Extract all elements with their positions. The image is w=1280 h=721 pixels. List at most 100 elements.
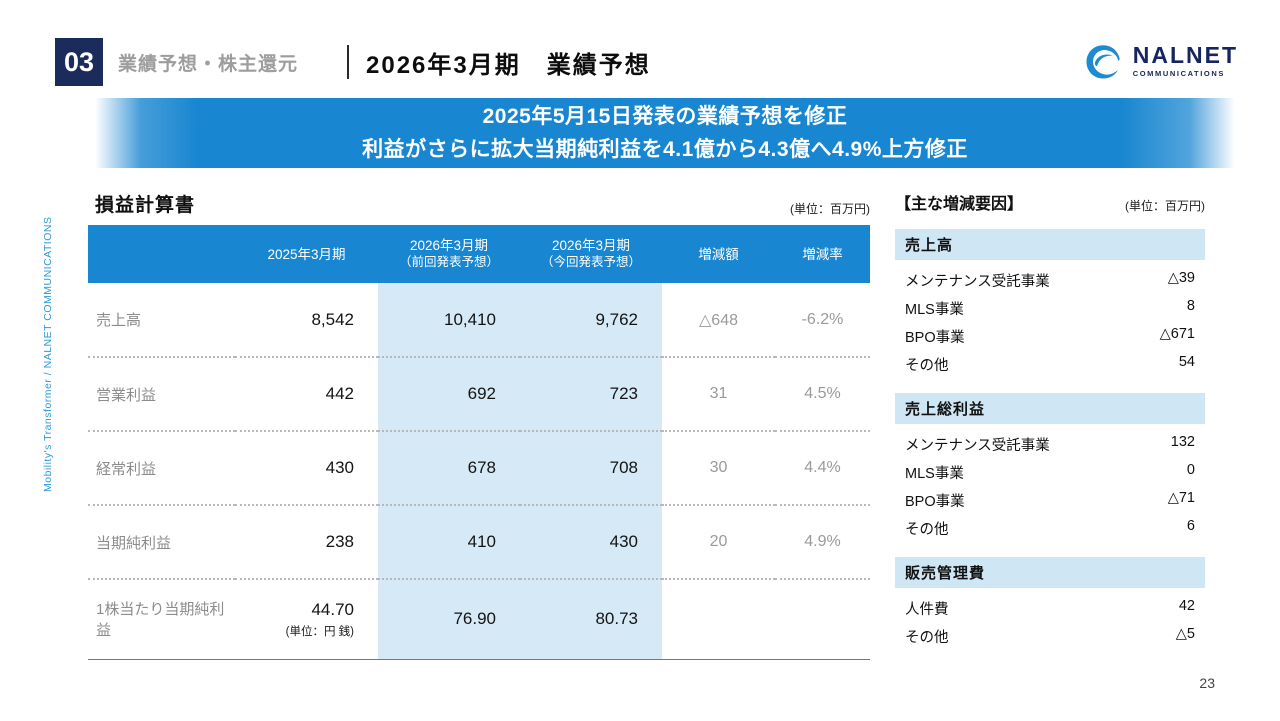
factors-unit: (単位：百万円) bbox=[1125, 199, 1205, 213]
row-label: 営業利益 bbox=[96, 386, 157, 404]
banner-line-2: 利益がさらに拡大当期純利益を4.1億から4.3億へ4.9%上方修正 bbox=[362, 138, 968, 161]
col-header-current-forecast: 2026年3月期 （今回発表予想） bbox=[520, 225, 662, 283]
factor-label: その他 bbox=[905, 357, 949, 374]
factor-item: 人件費 42 bbox=[895, 594, 1205, 622]
table-row-net-profit: 当期純利益 238 410 430 20 4.9% bbox=[88, 505, 870, 579]
col-header-empty bbox=[88, 225, 235, 283]
factor-value: 6 bbox=[1186, 517, 1195, 534]
rate-cell: 4.4% bbox=[804, 459, 841, 476]
col-header-rate: 増減率 bbox=[775, 225, 870, 283]
diff-cell bbox=[662, 579, 775, 659]
factor-label: その他 bbox=[905, 629, 949, 646]
table-row-sales: 売上高 8,542 10,410 9,762 △648 -6.2% bbox=[88, 283, 870, 357]
side-vertical-text: Mobility's Transformer / NALNET COMMUNIC… bbox=[42, 216, 54, 492]
value-cell: 692 bbox=[378, 357, 520, 431]
income-statement-unit: (単位：百万円) bbox=[790, 202, 870, 216]
section-number-badge: 03 bbox=[55, 38, 103, 86]
value-cell: 410 bbox=[378, 505, 520, 579]
factor-label: メンテナンス受託事業 bbox=[905, 437, 1050, 454]
table-row-ordinary-profit: 経常利益 430 678 708 30 4.4% bbox=[88, 431, 870, 505]
logo-name: NALNET bbox=[1132, 42, 1238, 69]
factor-item: BPO事業 △671 bbox=[895, 322, 1205, 350]
diff-cell: 20 bbox=[709, 533, 728, 550]
header-divider bbox=[347, 45, 349, 79]
value-cell: 9,762 bbox=[520, 283, 662, 357]
factor-label: BPO事業 bbox=[905, 329, 965, 346]
factor-value: 0 bbox=[1186, 461, 1195, 478]
factor-item: その他 6 bbox=[895, 514, 1205, 542]
factor-label: MLS事業 bbox=[905, 465, 964, 482]
rate-cell bbox=[775, 579, 870, 659]
factor-value: △71 bbox=[1167, 489, 1195, 506]
value-cell: 8,542 bbox=[311, 309, 354, 329]
factor-value: 54 bbox=[1178, 353, 1195, 370]
factor-items: 人件費 42 その他 △5 bbox=[895, 588, 1205, 650]
page-title: 2026年3月期 業績予想 bbox=[366, 51, 651, 79]
col-header-fy2025: 2025年3月期 bbox=[235, 225, 378, 283]
value-cell: 10,410 bbox=[378, 283, 520, 357]
value-cell: 76.90 bbox=[378, 579, 520, 659]
row-label: 売上高 bbox=[96, 312, 142, 329]
value-cell: 238 bbox=[325, 532, 354, 551]
factor-item: メンテナンス受託事業 132 bbox=[895, 430, 1205, 458]
income-statement-table: 2025年3月期 2026年3月期 （前回発表予想） 2026年3月期 （今回発… bbox=[88, 225, 870, 660]
factor-items: メンテナンス受託事業 132 MLS事業 0 BPO事業 △71 その他 6 bbox=[895, 424, 1205, 542]
factor-value: 8 bbox=[1186, 297, 1195, 314]
rate-cell: 4.5% bbox=[804, 385, 841, 402]
section-label: 業績予想・株主還元 bbox=[118, 53, 299, 75]
page-number: 23 bbox=[1199, 675, 1215, 691]
value-cell: 80.73 bbox=[520, 579, 662, 659]
value-cell: 442 bbox=[325, 384, 354, 403]
value-cell: 678 bbox=[378, 431, 520, 505]
col-header-line1: 2026年3月期 bbox=[551, 238, 631, 253]
value-cell: 430 bbox=[325, 458, 354, 477]
rate-cell: 4.9% bbox=[804, 533, 841, 550]
company-logo: NALNET COMMUNICATIONS bbox=[1083, 40, 1238, 82]
col-header-line2: （前回発表予想） bbox=[398, 255, 499, 269]
income-statement-section: 損益計算書 (単位：百万円) 2025年3月期 2026年3月期 （前回発表予想… bbox=[88, 190, 870, 660]
factor-section-heading-sales: 売上高 bbox=[895, 229, 1205, 260]
factor-value: 42 bbox=[1178, 597, 1195, 614]
factors-panel: 【主な増減要因】 (単位：百万円) 売上高 メンテナンス受託事業 △39 MLS… bbox=[895, 190, 1205, 650]
row-label: 経常利益 bbox=[96, 460, 157, 478]
factor-value: 132 bbox=[1170, 433, 1195, 450]
income-statement-header: 損益計算書 (単位：百万円) bbox=[88, 190, 870, 217]
factors-title: 【主な増減要因】 bbox=[895, 196, 1024, 213]
factor-value: △39 bbox=[1167, 269, 1195, 286]
factor-item: MLS事業 8 bbox=[895, 294, 1205, 322]
factor-label: 人件費 bbox=[905, 601, 949, 618]
table-row-operating-profit: 営業利益 442 692 723 31 4.5% bbox=[88, 357, 870, 431]
col-header-previous-forecast: 2026年3月期 （前回発表予想） bbox=[378, 225, 520, 283]
factor-label: メンテナンス受託事業 bbox=[905, 273, 1050, 290]
factor-section-heading-sga: 販売管理費 bbox=[895, 557, 1205, 588]
row-label: 当期純利益 bbox=[96, 534, 172, 552]
rate-cell: -6.2% bbox=[801, 310, 844, 328]
factors-header: 【主な増減要因】 (単位：百万円) bbox=[895, 190, 1205, 214]
diff-cell: △648 bbox=[699, 311, 738, 329]
value-cell: 708 bbox=[520, 431, 662, 505]
factor-item: メンテナンス受託事業 △39 bbox=[895, 266, 1205, 294]
table-row-eps: 1株当たり当期純利益 44.70 (単位：円 銭) 76.90 80.73 bbox=[88, 579, 870, 659]
eps-value: 44.70 bbox=[311, 599, 354, 619]
factor-item: MLS事業 0 bbox=[895, 458, 1205, 486]
value-cell: 430 bbox=[520, 505, 662, 579]
factor-value: △671 bbox=[1159, 325, 1195, 342]
eps-unit-note: (単位：円 銭) bbox=[285, 625, 354, 638]
factor-item: その他 54 bbox=[895, 350, 1205, 378]
table-header-row: 2025年3月期 2026年3月期 （前回発表予想） 2026年3月期 （今回発… bbox=[88, 225, 870, 283]
factor-item: BPO事業 △71 bbox=[895, 486, 1205, 514]
col-header-line2: （今回発表予想） bbox=[540, 255, 641, 269]
value-cell: 44.70 (単位：円 銭) bbox=[235, 579, 378, 659]
value-cell: 723 bbox=[520, 357, 662, 431]
logo-text: NALNET COMMUNICATIONS bbox=[1133, 44, 1238, 78]
col-header-line1: 2026年3月期 bbox=[409, 238, 489, 253]
factor-section-heading-gross-profit: 売上総利益 bbox=[895, 393, 1205, 424]
highlight-banner: 2025年5月15日発表の業績予想を修正 利益がさらに拡大当期純利益を4.1億か… bbox=[95, 98, 1235, 168]
diff-cell: 31 bbox=[709, 385, 728, 402]
factor-value: △5 bbox=[1175, 625, 1195, 642]
banner-line-1: 2025年5月15日発表の業績予想を修正 bbox=[482, 105, 848, 128]
factor-label: BPO事業 bbox=[905, 493, 965, 510]
income-statement-title: 損益計算書 bbox=[95, 195, 196, 216]
nalnet-logo-icon bbox=[1086, 45, 1120, 79]
